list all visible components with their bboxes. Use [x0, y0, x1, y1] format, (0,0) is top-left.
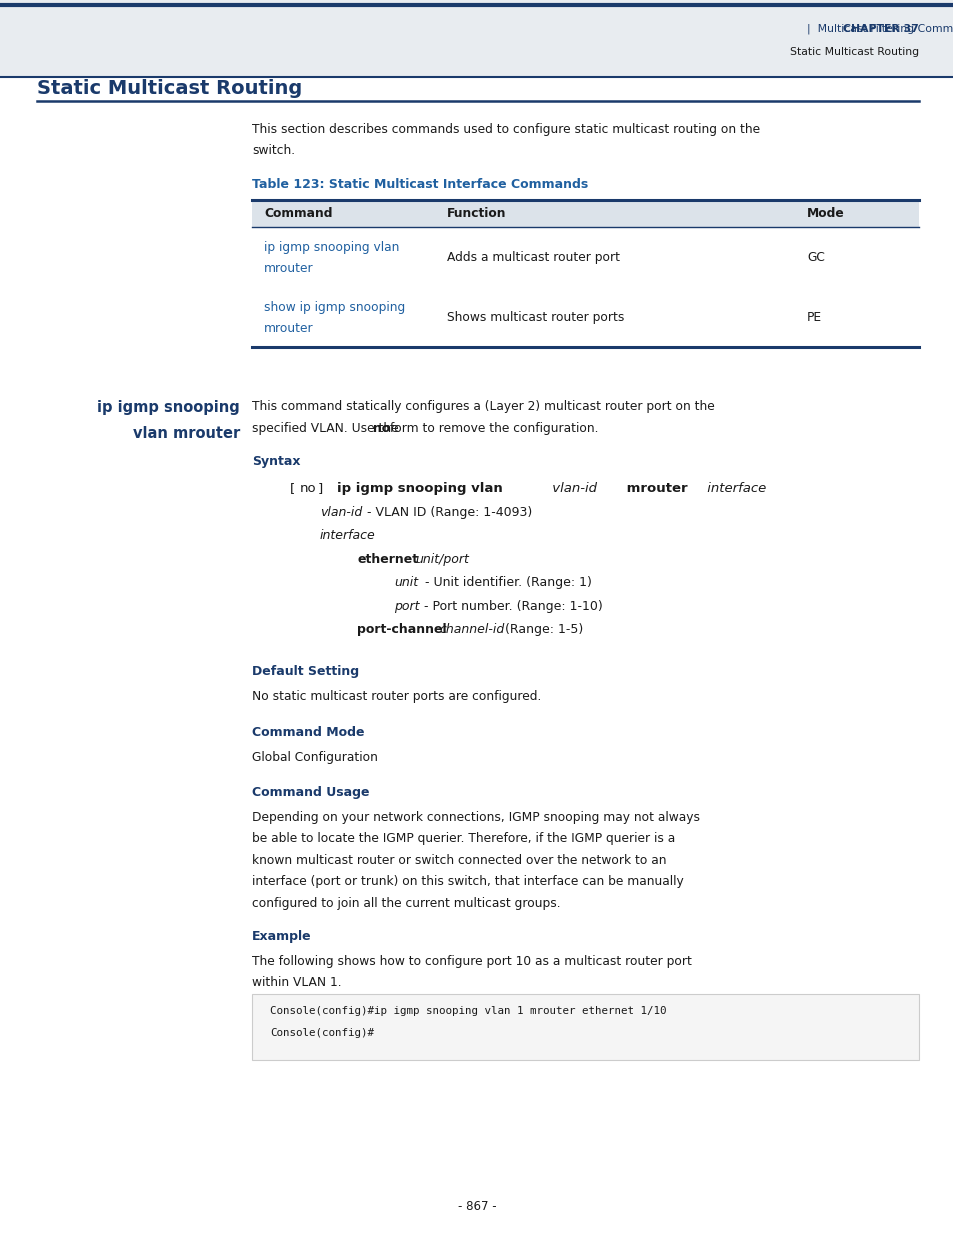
Text: Shows multicast router ports: Shows multicast router ports	[447, 310, 623, 324]
Text: |  Multicast Filtering Commands: | Multicast Filtering Commands	[800, 23, 953, 35]
Text: Static Multicast Routing: Static Multicast Routing	[37, 79, 302, 98]
Text: - Unit identifier. (Range: 1): - Unit identifier. (Range: 1)	[420, 576, 591, 589]
Text: Default Setting: Default Setting	[252, 664, 358, 678]
Text: mrouter: mrouter	[264, 262, 314, 275]
Text: Mode: Mode	[806, 207, 843, 220]
Text: channel-id: channel-id	[438, 622, 504, 636]
Text: within VLAN 1.: within VLAN 1.	[252, 976, 341, 989]
Text: switch.: switch.	[252, 144, 294, 158]
Text: port: port	[394, 599, 419, 613]
Text: mrouter: mrouter	[264, 322, 314, 335]
Text: Console(config)#ip igmp snooping vlan 1 mrouter ethernet 1/10: Console(config)#ip igmp snooping vlan 1 …	[270, 1007, 666, 1016]
Text: port-channel: port-channel	[356, 622, 446, 636]
Text: ip igmp snooping: ip igmp snooping	[97, 400, 240, 415]
Text: Command: Command	[264, 207, 333, 220]
Text: Function: Function	[447, 207, 506, 220]
Text: interface: interface	[701, 482, 765, 495]
Text: This command statically configures a (Layer 2) multicast router port on the: This command statically configures a (La…	[252, 400, 714, 412]
Text: Adds a multicast router port: Adds a multicast router port	[447, 251, 619, 263]
Text: No static multicast router ports are configured.: No static multicast router ports are con…	[252, 689, 540, 703]
Text: unit: unit	[394, 576, 417, 589]
Text: (Range: 1-5): (Range: 1-5)	[500, 622, 582, 636]
Text: Static Multicast Routing: Static Multicast Routing	[789, 47, 918, 57]
Bar	[252, 994, 918, 1060]
Text: vlan-id: vlan-id	[319, 505, 362, 519]
Text: ethernet: ethernet	[356, 552, 417, 566]
Bar	[0, 0, 953, 77]
Bar	[252, 200, 918, 227]
Text: CHAPTER 37: CHAPTER 37	[842, 23, 918, 35]
Text: PE: PE	[806, 310, 821, 324]
Text: show ip igmp snooping: show ip igmp snooping	[264, 301, 405, 314]
Text: Table 123: Static Multicast Interface Commands: Table 123: Static Multicast Interface Co…	[252, 178, 588, 191]
Text: GC: GC	[806, 251, 824, 263]
Text: Global Configuration: Global Configuration	[252, 751, 377, 763]
Text: [: [	[290, 482, 294, 495]
Text: ip igmp snooping vlan: ip igmp snooping vlan	[336, 482, 502, 495]
Text: Syntax: Syntax	[252, 454, 300, 468]
Text: The following shows how to configure port 10 as a multicast router port: The following shows how to configure por…	[252, 955, 691, 967]
Text: Depending on your network connections, IGMP snooping may not always: Depending on your network connections, I…	[252, 810, 700, 824]
Text: configured to join all the current multicast groups.: configured to join all the current multi…	[252, 897, 560, 909]
Text: Console(config)#: Console(config)#	[270, 1028, 374, 1037]
Text: - 867 -: - 867 -	[457, 1200, 496, 1214]
Text: known multicast router or switch connected over the network to an: known multicast router or switch connect…	[252, 853, 666, 867]
Text: ]: ]	[317, 482, 327, 495]
Text: Command Mode: Command Mode	[252, 726, 364, 739]
Text: form to remove the configuration.: form to remove the configuration.	[385, 421, 598, 435]
Text: be able to locate the IGMP querier. Therefore, if the IGMP querier is a: be able to locate the IGMP querier. Ther…	[252, 832, 675, 845]
Text: no: no	[299, 482, 315, 495]
Text: mrouter: mrouter	[621, 482, 687, 495]
Text: no: no	[373, 421, 390, 435]
Text: Example: Example	[252, 930, 312, 944]
Text: Command Usage: Command Usage	[252, 785, 369, 799]
Text: specified VLAN. Use the: specified VLAN. Use the	[252, 421, 402, 435]
Text: interface (port or trunk) on this switch, that interface can be manually: interface (port or trunk) on this switch…	[252, 876, 683, 888]
Text: - Port number. (Range: 1-10): - Port number. (Range: 1-10)	[420, 599, 602, 613]
Text: unit/port: unit/port	[415, 552, 468, 566]
Text: vlan-id: vlan-id	[547, 482, 596, 495]
Text: This section describes commands used to configure static multicast routing on th: This section describes commands used to …	[252, 124, 760, 136]
Text: ip igmp snooping vlan: ip igmp snooping vlan	[264, 241, 399, 254]
Text: - VLAN ID (Range: 1-4093): - VLAN ID (Range: 1-4093)	[363, 505, 532, 519]
Text: interface: interface	[319, 529, 375, 542]
Text: vlan mrouter: vlan mrouter	[132, 426, 240, 441]
